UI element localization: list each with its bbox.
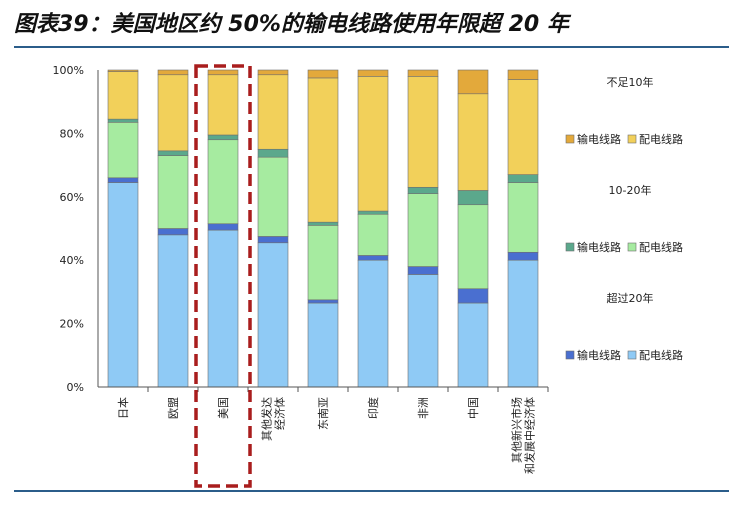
bar-segment [107,122,139,179]
y-tick-label: 0% [67,381,84,394]
bar-segment [207,139,239,225]
bar-segment [357,255,389,261]
legend-item-label: 输电线路 [577,132,621,146]
y-tick-label: 20% [60,318,84,331]
x-tick-label: 非洲 [417,397,430,419]
legend-item-label: 输电线路 [577,240,621,254]
bar-segment [207,134,239,141]
bar-segment [257,242,289,388]
x-tick-label: 中国 [467,397,480,419]
x-axis: 日本 欧盟 美国 其他发达 经济体 东南亚 印度 非洲 中国 其他新兴市场 和发展中经济体 [98,386,549,474]
bar-segment [507,174,539,183]
bar-segment [357,259,389,388]
legend-group-label: 10-20年 [609,183,652,197]
bar-segment [457,69,489,95]
bar-segment [507,79,539,175]
bar-segment [357,213,389,256]
bar-segment [307,302,339,388]
bar-segment [157,228,189,236]
x-tick-label: 其他发达 [260,397,274,441]
bar-segment [207,229,239,388]
highlight-box [194,64,252,488]
bar-segment [257,236,289,244]
x-tick-label: 和发展中经济体 [523,397,537,474]
legend-item-label: 配电线路 [639,132,683,146]
legend-swatch [627,350,637,360]
y-axis: 0% 20% 40% 60% 80% 100% [53,64,99,394]
y-tick-label: 100% [53,64,84,77]
y-tick-label: 40% [60,254,84,267]
bottom-divider [14,490,729,492]
legend-swatch [565,134,575,144]
bar-segment [157,74,189,152]
bar-segment [207,69,239,76]
legend-item-label: 配电线路 [639,240,683,254]
bar-segment [457,204,489,290]
x-tick-label: 欧盟 [167,397,180,419]
legend-swatch [627,242,637,252]
bar-segment [307,225,339,301]
bar-segment [507,251,539,261]
bar-segment [207,74,239,136]
bar-segment [107,69,139,72]
bar-segment [157,150,189,156]
x-tick-label: 印度 [366,397,380,419]
x-tick-label: 经济体 [273,397,287,430]
y-tick-label: 60% [60,191,84,204]
bars [107,69,539,388]
bar-segment [357,76,389,212]
bar-segment [457,288,489,304]
x-tick-label: 其他新兴市场 [510,397,524,463]
bar-segment [407,193,439,267]
bar-segment [307,299,339,304]
bar-segment [257,156,289,237]
x-tick-label: 日本 [116,397,130,419]
x-tick-label: 美国 [217,397,230,419]
bar-segment [507,69,539,80]
legend-swatch [565,242,575,252]
bar-segment [407,186,439,194]
bar-segment [157,155,189,229]
bar-segment [407,266,439,275]
bar-segment [107,177,139,183]
bar-segment [507,259,539,388]
bar-segment [407,69,439,77]
bar-segment [157,69,189,76]
bar-segment [357,69,389,77]
x-tick-label: 东南亚 [317,397,330,430]
bar-segment [107,182,139,388]
legend-swatch [565,350,575,360]
bar-segment [307,77,339,223]
chart-title: 图表39：美国地区约 50%的输电线路使用年限超 20 年 [14,12,569,37]
legend-group-label: 不足10年 [607,75,654,89]
bar-segment [407,274,439,388]
legend-item-label: 配电线路 [639,348,683,362]
bar-segment [257,148,289,158]
bar-segment [307,221,339,226]
bar-segment [257,74,289,150]
bar-segment [457,93,489,191]
legend-item-label: 输电线路 [577,348,621,362]
top-divider [14,46,729,48]
bar-segment [307,69,339,79]
y-tick-label: 80% [60,127,84,140]
bar-segment [257,69,289,76]
bar-segment [157,234,189,388]
bar-segment [107,118,139,123]
legend-group-label: 超过20年 [607,291,654,305]
bar-segment [507,182,539,253]
bar-segment [357,210,389,215]
bar-segment [457,302,489,388]
bar-segment [407,76,439,188]
legend-swatch [627,134,637,144]
bar-segment [207,223,239,231]
bar-segment [107,71,139,120]
bar-segment [457,190,489,206]
